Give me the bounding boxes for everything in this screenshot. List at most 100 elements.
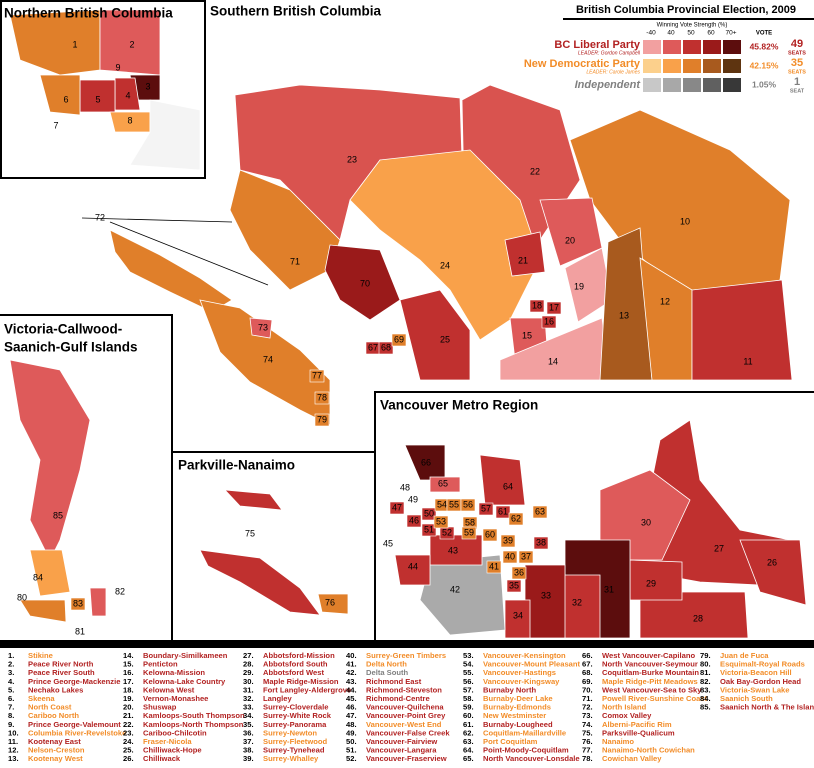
district-number: 37. — [243, 737, 254, 746]
district-map-label: 7 — [53, 120, 58, 130]
district-tile — [421, 507, 437, 521]
district-name: Boundary-Similkameen — [143, 651, 228, 660]
district-map-label: 29 — [646, 578, 656, 588]
party-leader: LEADER: Gordon Campbell — [578, 50, 641, 56]
district-name: North Vancouver-Seymour — [602, 660, 698, 669]
district-number: 74. — [582, 720, 593, 729]
district-number: 5. — [8, 685, 14, 694]
district-number: 42. — [346, 668, 357, 677]
district-name: Shuswap — [143, 703, 177, 712]
district-number: 27. — [243, 651, 254, 660]
district-tile — [70, 597, 86, 611]
district-name: Powell River-Sunshine Coast — [602, 694, 708, 703]
district-number: 21. — [123, 711, 134, 720]
district-tile — [309, 369, 325, 383]
district-tile — [529, 299, 545, 313]
district-number: 60. — [463, 711, 474, 720]
leader-line — [109, 221, 269, 286]
district-map-label: 73 — [258, 322, 268, 332]
region — [39, 74, 81, 116]
district-map-label: 66 — [421, 457, 431, 467]
district-number: 54. — [463, 660, 474, 669]
district-number: 50. — [346, 737, 357, 746]
district-tile — [314, 391, 330, 405]
region — [429, 476, 461, 493]
district-number: 59. — [463, 703, 474, 712]
district-map-label: 85 — [53, 510, 63, 520]
district-name: Cariboo-Chilcotin — [143, 728, 207, 737]
district-number: 19. — [123, 694, 134, 703]
legend-vote-header: VOTE — [756, 31, 772, 37]
district-name: Vernon-Monashee — [143, 694, 208, 703]
district-tile — [482, 528, 498, 542]
district-number: 35. — [243, 720, 254, 729]
district-name: Kamloops-South Thompson — [143, 711, 245, 720]
district-map-label: 21 — [518, 255, 528, 265]
district-map-label: 63 — [535, 506, 545, 516]
district-tile — [532, 505, 548, 519]
party-seats-label: SEATS — [788, 69, 806, 75]
district-name: Burnaby-Deer Lake — [483, 694, 553, 703]
district-tile — [518, 550, 534, 564]
region — [419, 554, 506, 636]
district-name: Juan de Fuca — [720, 651, 769, 660]
district-number: 57. — [463, 685, 474, 694]
district-number: 75. — [582, 728, 593, 737]
district-name: Richmond-Centre — [366, 694, 430, 703]
district-name: Abbotsford South — [263, 660, 328, 669]
district-map-label: 38 — [536, 537, 546, 547]
district-map-label: 12 — [660, 296, 670, 306]
district-map-label: 4 — [125, 90, 130, 100]
district-tile — [495, 505, 511, 519]
district-map-label: 60 — [485, 529, 495, 539]
district-map-label: 81 — [75, 626, 85, 636]
district-map-label: 43 — [448, 545, 458, 555]
panel-title: Victoria-Callwood- — [4, 322, 122, 337]
district-name: Port Coquitlam — [483, 737, 538, 746]
party-name: New Democratic Party — [524, 58, 641, 70]
district-name: Comox Valley — [602, 711, 652, 720]
district-name: Nanaimo-North Cowichan — [602, 746, 695, 755]
district-map-label: 59 — [464, 527, 474, 537]
district-name: Burnaby-Edmonds — [483, 703, 551, 712]
district-number: 81. — [700, 668, 711, 677]
district-name: Victoria-Swan Lake — [720, 685, 790, 694]
district-name: Oak Bay-Gordon Head — [720, 677, 801, 686]
district-map-label: 45 — [383, 538, 393, 548]
district-number: 71. — [582, 694, 593, 703]
district-map-label: 58 — [465, 517, 475, 527]
legend-bin: 50 — [687, 30, 695, 37]
district-tile — [508, 512, 524, 526]
panel-border — [0, 314, 173, 640]
district-name: Abbotsford West — [263, 668, 324, 677]
district-map-label: 47 — [392, 502, 402, 512]
district-map-label: 37 — [521, 551, 531, 561]
district-name: North Vancouver-Lonsdale — [483, 754, 580, 763]
party-seats-label: SEATS — [788, 50, 806, 56]
district-map-label: 46 — [409, 515, 419, 525]
district-name: Vancouver-Point Grey — [366, 711, 446, 720]
district-map-label: 56 — [463, 499, 473, 509]
district-tile — [478, 502, 494, 516]
district-name: Coquitlam-Maillardville — [483, 728, 566, 737]
district-number: 79. — [700, 651, 711, 660]
district-number: 45. — [346, 694, 357, 703]
district-map-label: 11 — [743, 356, 752, 366]
district-map-label: 62 — [511, 513, 521, 523]
panel-border — [0, 0, 206, 179]
title: British Columbia Provincial Election, 20… — [576, 4, 796, 16]
district-number: 73. — [582, 711, 593, 720]
region — [399, 289, 471, 381]
district-number: 1. — [8, 651, 14, 660]
district-map-label: 42 — [450, 584, 460, 594]
district-number: 33. — [243, 703, 254, 712]
district-name: Parksville-Qualicum — [602, 728, 675, 737]
district-number: 24. — [123, 737, 134, 746]
region — [324, 244, 401, 321]
district-map-label: 34 — [513, 610, 523, 620]
district-map-label: 51 — [424, 524, 434, 534]
district-map-label: 53 — [436, 516, 446, 526]
district-tile — [406, 514, 422, 528]
legend-swatch — [663, 40, 681, 54]
